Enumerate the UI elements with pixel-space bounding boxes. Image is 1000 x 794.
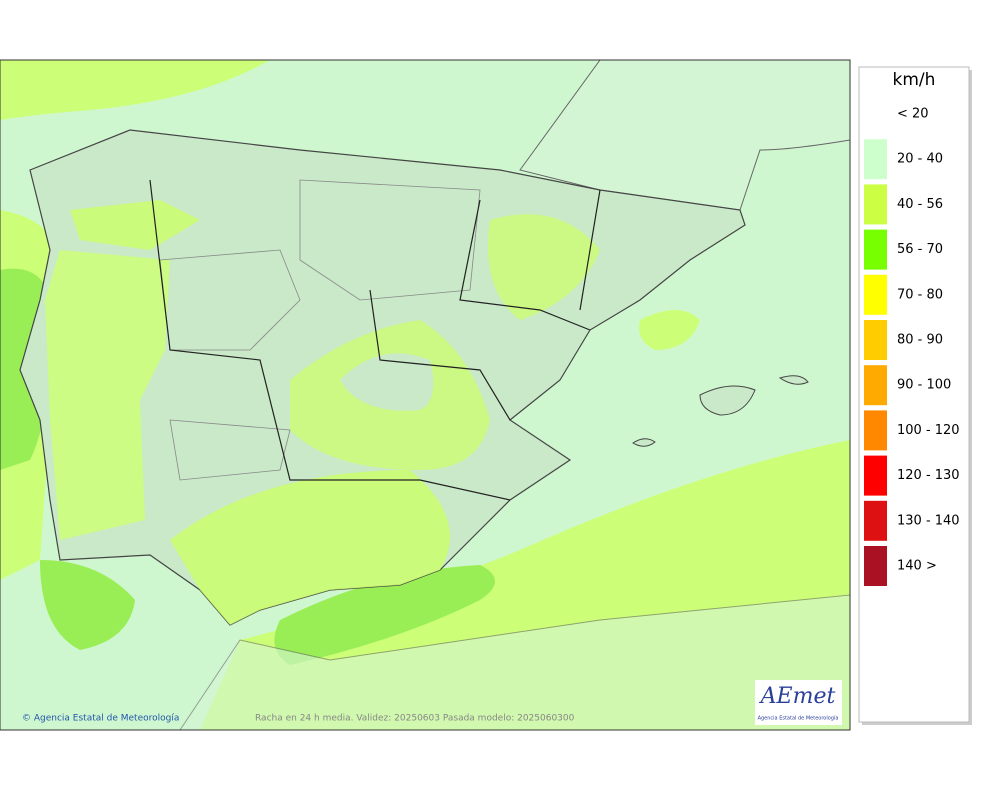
legend-unit: km/h <box>893 70 936 90</box>
map-frame <box>0 59 851 731</box>
wind-zone <box>45 250 170 540</box>
region-borders <box>149 179 601 501</box>
map <box>0 59 851 731</box>
wind-zone <box>170 470 450 625</box>
legend-swatch <box>864 229 887 270</box>
legend-swatch <box>864 274 887 315</box>
legend-label: 90 - 100 <box>897 378 951 393</box>
wind-zone <box>70 200 200 250</box>
logo: AEmet Agencia Estatal de Meteorología <box>755 680 842 725</box>
wind-zone <box>639 310 700 350</box>
legend-label: 130 - 140 <box>897 513 960 528</box>
legend-swatch <box>864 365 887 406</box>
legend-label: 100 - 120 <box>897 423 960 438</box>
legend-label: < 20 <box>897 107 929 122</box>
logo-name: AEmet <box>759 684 836 709</box>
caption: Racha en 24 h media. Validez: 20250603 P… <box>255 714 575 724</box>
wind-zone <box>274 565 495 665</box>
wind-zone <box>0 60 270 120</box>
logo-background <box>755 680 842 725</box>
wind-zone <box>40 560 135 650</box>
legend-label: 70 - 80 <box>897 287 943 302</box>
legend-swatch <box>864 184 887 225</box>
legend-label: 20 - 40 <box>897 152 943 167</box>
legend-swatch <box>864 320 887 360</box>
legend-swatch <box>864 410 887 451</box>
legend-label: 140 > <box>897 559 937 574</box>
legend: km/h < 20 20 - 40 40 - 56 56 - 70 70 - 80 80 … <box>858 66 972 725</box>
balearic-islands <box>632 375 809 447</box>
legend-label: 120 - 130 <box>897 468 960 483</box>
legend-swatch <box>864 455 887 496</box>
legend-label: 80 - 90 <box>897 333 943 348</box>
logo-subtitle: Agencia Estatal de Meteorología <box>758 715 839 722</box>
legend-label: 40 - 56 <box>897 197 943 212</box>
legend-swatch <box>864 139 887 180</box>
legend-label: 56 - 70 <box>897 242 943 257</box>
wind-zone <box>340 353 434 411</box>
legend-swatch <box>864 500 887 541</box>
wind-zone <box>488 214 600 320</box>
credit: © Agencia Estatal de Meteorología <box>22 714 179 724</box>
legend-swatch <box>864 546 887 586</box>
